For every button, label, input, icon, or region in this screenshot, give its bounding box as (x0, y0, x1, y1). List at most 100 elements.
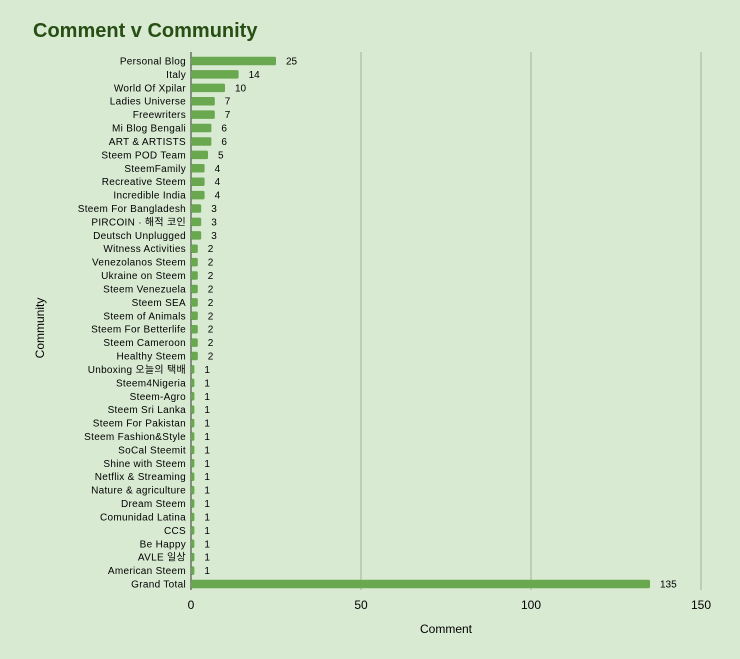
category-label-22: Healthy Steem (117, 352, 187, 363)
bar-25 (191, 392, 195, 401)
category-label-4: Freewriters (133, 110, 186, 121)
category-label-33: Dream Steem (121, 499, 186, 510)
data-label-26: 1 (204, 405, 210, 416)
data-label-10: 4 (215, 191, 221, 202)
data-label-24: 1 (204, 378, 210, 389)
category-label-35: CCS (164, 526, 186, 537)
category-label-13: Deutsch Unplugged (93, 231, 186, 242)
gridlines (190, 52, 702, 590)
bar-7 (191, 150, 208, 160)
category-label-27: Steem For Pakistan (93, 419, 186, 430)
data-label-14: 2 (208, 244, 214, 255)
data-label-6: 6 (221, 137, 227, 148)
category-label-39: Grand Total (131, 579, 186, 590)
bar-26 (191, 405, 195, 414)
data-label-16: 2 (208, 271, 214, 282)
bar-23 (191, 365, 195, 374)
category-label-21: Steem Cameroon (103, 338, 186, 349)
category-label-9: Recreative Steem (102, 177, 186, 188)
category-label-23: Unboxing 오늘의 택배 (88, 364, 186, 376)
category-label-20: Steem For Betterlife (91, 325, 186, 336)
category-label-19: Steem of Animals (103, 311, 186, 322)
bar-12 (191, 217, 202, 227)
data-label-11: 3 (211, 204, 217, 215)
x-tick-label-1: 50 (354, 598, 368, 612)
data-label-35: 1 (204, 526, 210, 537)
bar-35 (191, 526, 195, 535)
bar-21 (191, 338, 198, 347)
x-tick-label-2: 100 (521, 598, 541, 612)
category-label-0: Personal Blog (120, 57, 186, 68)
category-label-28: Steem Fashion&Style (84, 432, 186, 443)
x-tick-labels: 0 50 100 150 (188, 598, 712, 612)
category-label-2: World Of Xpilar (114, 83, 186, 94)
data-label-2: 10 (235, 83, 247, 94)
bar-3 (191, 96, 215, 106)
category-label-38: American Steem (108, 566, 186, 577)
category-label-30: Shine with Steem (103, 459, 186, 470)
bar-17 (191, 284, 198, 294)
data-label-4: 7 (225, 110, 231, 121)
category-label-25: Steem-Agro (130, 392, 186, 403)
bar-27 (191, 418, 195, 428)
bar-28 (191, 432, 195, 441)
category-label-10: Incredible India (113, 191, 186, 202)
bar-38 (191, 566, 195, 575)
bar-24 (191, 378, 195, 388)
data-label-29: 1 (204, 445, 210, 456)
bar-8 (191, 164, 205, 173)
bar-4 (191, 110, 215, 119)
bar-18 (191, 298, 198, 307)
bar-19 (191, 311, 198, 321)
data-label-8: 4 (215, 164, 221, 175)
category-label-3: Ladies Universe (110, 97, 186, 108)
category-label-5: Mi Blog Bengali (112, 124, 186, 135)
data-label-18: 2 (208, 298, 214, 309)
y-axis-title: Community (33, 298, 47, 359)
category-label-34: Comunidad Latina (100, 512, 186, 523)
category-label-37: AVLE 일상 (138, 552, 186, 564)
x-tick-label-3: 150 (691, 598, 711, 612)
bars (191, 56, 650, 589)
x-axis-title: Comment (420, 622, 473, 636)
bar-31 (191, 472, 195, 481)
bar-22 (191, 351, 198, 361)
data-label-21: 2 (208, 338, 214, 349)
category-label-17: Steem Venezuela (103, 284, 186, 295)
chart-title: Comment v Community (33, 20, 258, 42)
bar-36 (191, 539, 195, 549)
data-label-20: 2 (208, 325, 214, 336)
category-label-32: Nature & agriculture (91, 486, 186, 497)
bar-11 (191, 204, 202, 213)
category-label-11: Steem For Bangladesh (78, 204, 186, 215)
data-label-25: 1 (204, 392, 210, 403)
data-label-17: 2 (208, 284, 214, 295)
data-label-23: 1 (204, 365, 210, 376)
category-label-14: Witness Activities (103, 244, 186, 255)
bar-34 (191, 512, 195, 522)
category-label-29: SoCal Steemit (118, 445, 186, 456)
bar-0 (191, 56, 276, 66)
category-label-18: Steem SEA (132, 298, 186, 309)
data-label-1: 14 (249, 70, 261, 81)
data-label-3: 7 (225, 97, 231, 108)
category-label-26: Steem Sri Lanka (108, 405, 187, 416)
data-label-33: 1 (204, 499, 210, 510)
data-label-15: 2 (208, 258, 214, 269)
bar-16 (191, 271, 198, 280)
bar-29 (191, 445, 195, 455)
bar-39 (191, 579, 650, 589)
category-label-12: PIRCOIN · 해적 코인 (91, 215, 186, 228)
data-label-31: 1 (204, 472, 210, 483)
category-label-24: Steem4Nigeria (116, 378, 186, 389)
x-tick-label-0: 0 (188, 598, 195, 612)
category-label-15: Venezolanos Steem (92, 258, 186, 269)
bar-37 (191, 552, 195, 562)
data-label-32: 1 (204, 486, 210, 497)
data-label-7: 5 (218, 150, 224, 161)
category-label-6: ART & ARTISTS (109, 137, 186, 148)
data-label-22: 2 (208, 352, 214, 363)
data-label-0: 25 (286, 57, 298, 68)
